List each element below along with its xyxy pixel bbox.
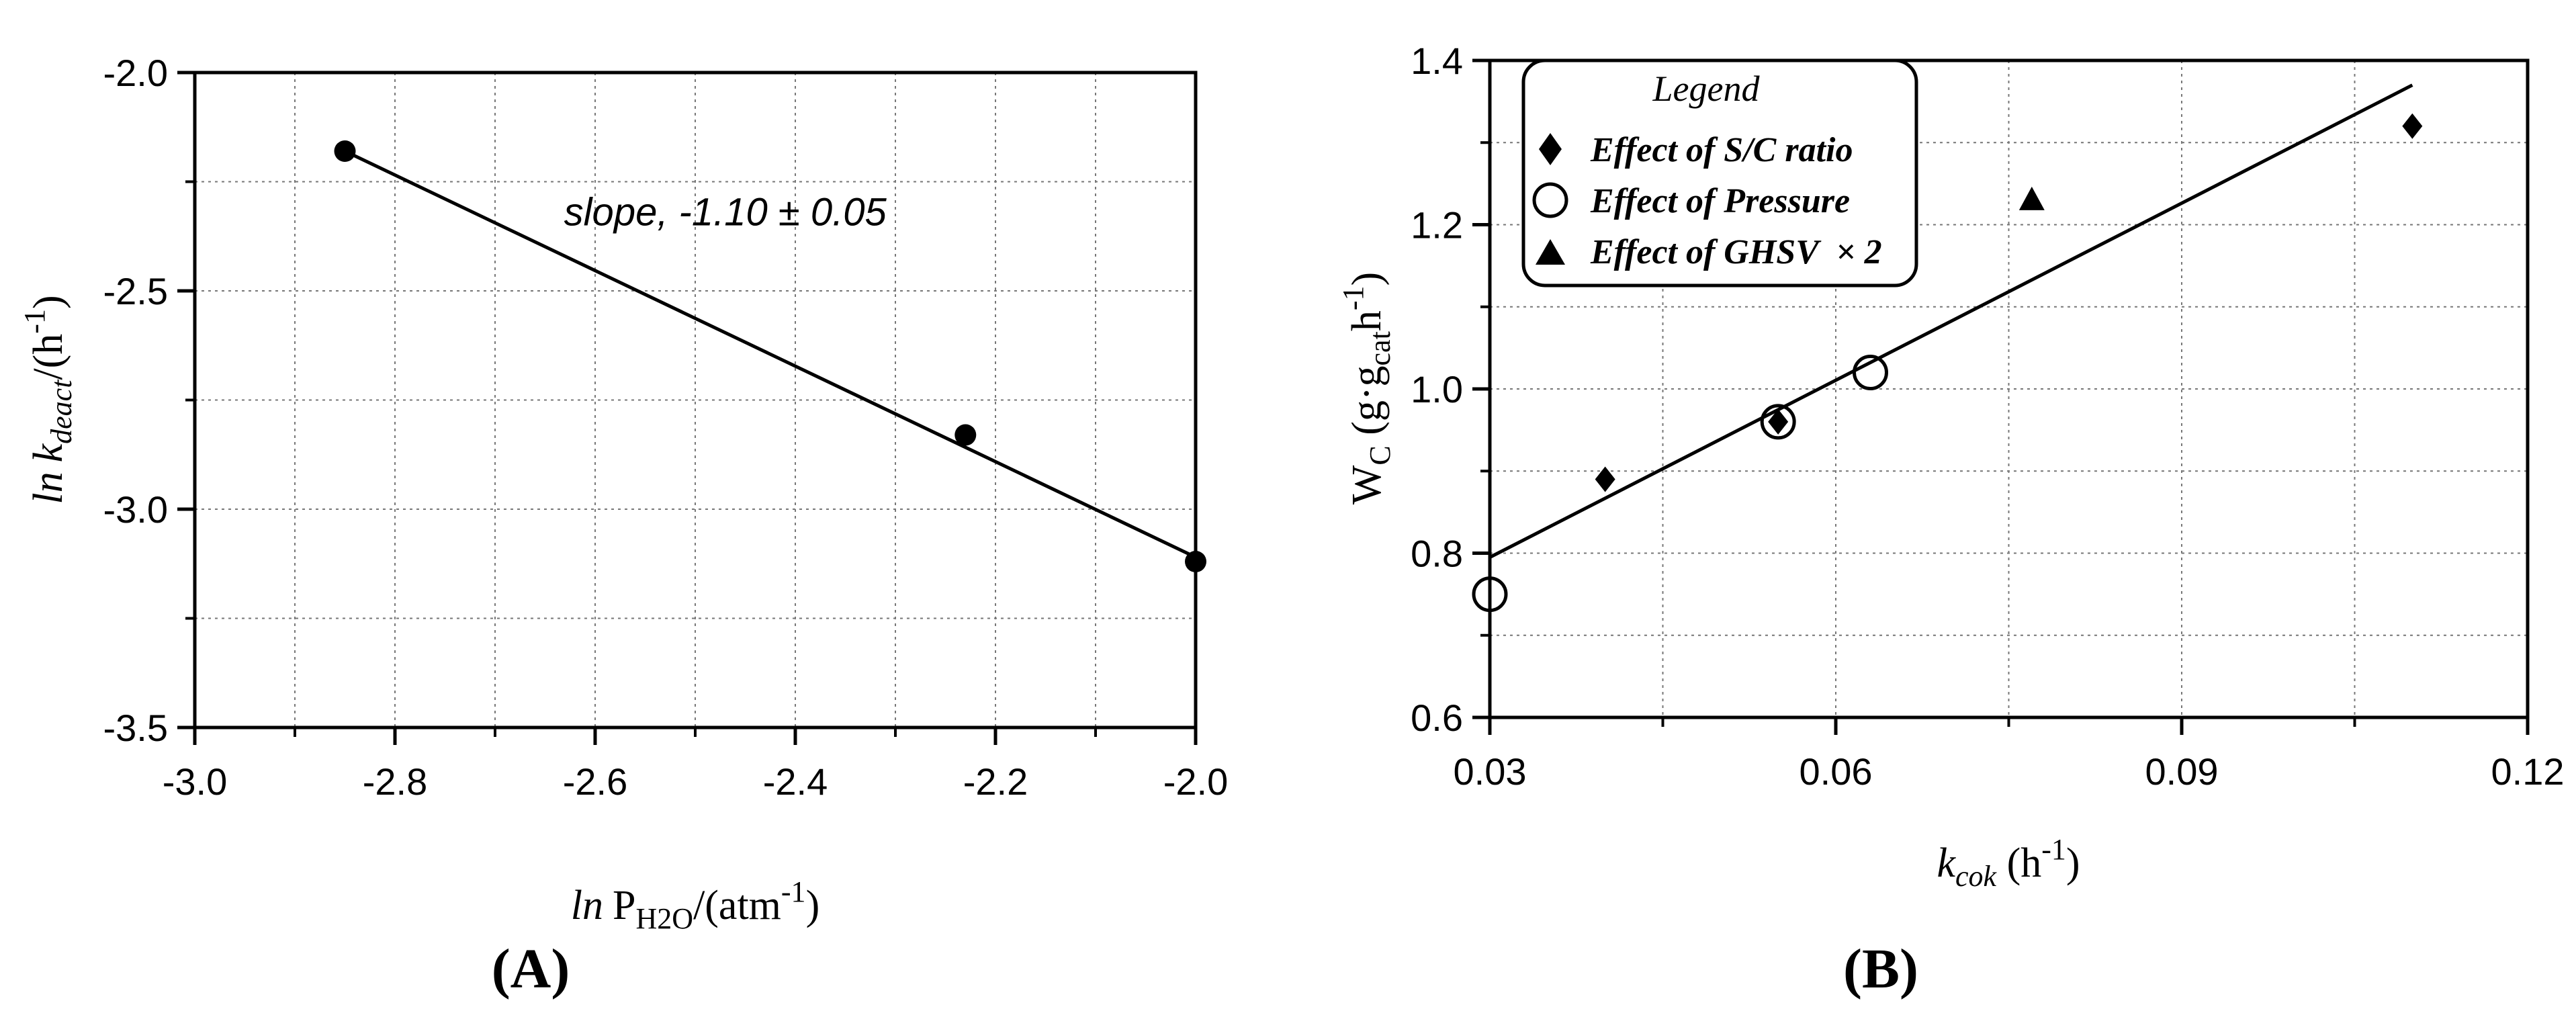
panel-a-fit-line-group	[344, 149, 1197, 559]
panel-b-fit-line-group	[1489, 83, 2413, 559]
y-tick-label: -2.0	[103, 52, 169, 94]
data-point	[954, 424, 977, 446]
panel-b-chart: 0.03 0.06 0.09 0.12 0.6 0.8 1.0 1.2 1.4 Legend E…	[1337, 40, 2565, 1000]
legend-entry-ghsv: Effect of GHSV × 2	[1590, 233, 1882, 271]
panel-b-tick-labels: 0.03 0.06 0.09 0.12 0.6 0.8 1.0 1.2 1.4	[1411, 40, 2564, 793]
fit-line	[344, 149, 1197, 559]
panel-a-ticks	[177, 71, 1198, 745]
y-tick-label: -3.0	[103, 488, 169, 531]
legend-diamond-marker	[1539, 133, 1562, 165]
data-point	[334, 140, 356, 162]
legend-circle-marker	[1532, 182, 1568, 218]
slope-annotation: slope, -1.10 ± 0.05	[564, 191, 887, 234]
panel-b-label: (B)	[1843, 938, 1918, 1000]
data-point-ghsv	[2018, 186, 2045, 210]
y-tick-label: 0.8	[1411, 533, 1463, 575]
legend-triangle-marker	[1536, 239, 1565, 265]
x-tick-label: -2.0	[1163, 760, 1229, 803]
x-tick-label: 0.12	[2491, 750, 2565, 793]
panel-b-legend: Legend Effect of S/C ratio Effect of Pre…	[1521, 58, 1918, 288]
legend-box	[1521, 58, 1918, 288]
x-tick-label: 0.09	[2145, 750, 2219, 793]
x-tick-label: 0.03	[1454, 750, 1527, 793]
y-tick-label: -3.5	[103, 707, 169, 749]
panel-b-points	[1472, 113, 2423, 613]
panel-b-y-label: WC (g·gcath-1)	[1337, 272, 1396, 504]
panel-a-points	[334, 140, 1206, 572]
panel-a-chart: -3.0 -2.8 -2.6 -2.4 -2.2 -2.0 -3.5 -3.0 -2.5 -2.0…	[18, 52, 1228, 1000]
data-point-pressure	[1472, 576, 1508, 613]
panel-b-x-label: kcok (h-1)	[1937, 833, 2080, 893]
panel-b-ticks	[1472, 58, 2530, 735]
y-tick-label: -2.5	[103, 270, 169, 312]
y-tick-label: 1.0	[1411, 368, 1463, 410]
x-tick-label: -2.8	[363, 760, 428, 803]
data-point-sc-ratio	[2402, 113, 2423, 139]
y-tick-label: 1.2	[1411, 204, 1463, 247]
x-tick-label: -2.2	[963, 760, 1028, 803]
panel-a-tick-labels: -3.0 -2.8 -2.6 -2.4 -2.2 -2.0 -3.5 -3.0 -2.5 -2.0	[103, 52, 1229, 803]
data-point-sc-ratio	[1595, 466, 1615, 492]
panel-a-y-label: lnkdeact/(h-1)	[18, 295, 78, 504]
y-tick-label: 1.4	[1411, 40, 1463, 82]
legend-title: Legend	[1652, 69, 1761, 109]
y-tick-label: 0.6	[1411, 697, 1463, 739]
panel-a-grid	[195, 73, 1196, 727]
data-point	[1185, 551, 1206, 572]
data-point-sc-ratio	[1768, 408, 1789, 435]
fit-line	[1489, 83, 2413, 559]
panel-a-annotation-group: slope, -1.10 ± 0.05	[564, 191, 887, 234]
panel-a-label: (A)	[492, 938, 570, 1000]
panel-a-x-label: ln PH2O/(atm-1)	[571, 875, 819, 935]
x-tick-label: -2.6	[563, 760, 628, 803]
legend-entry-pressure: Effect of Pressure	[1590, 182, 1850, 220]
x-tick-label: 0.06	[1800, 750, 1873, 793]
data-point-pressure	[1760, 404, 1796, 440]
x-tick-label: -3.0	[163, 760, 228, 803]
legend-entry-sc-ratio: Effect of S/C ratio	[1590, 131, 1853, 169]
data-point-pressure	[1853, 355, 1888, 391]
x-tick-label: -2.4	[763, 760, 828, 803]
